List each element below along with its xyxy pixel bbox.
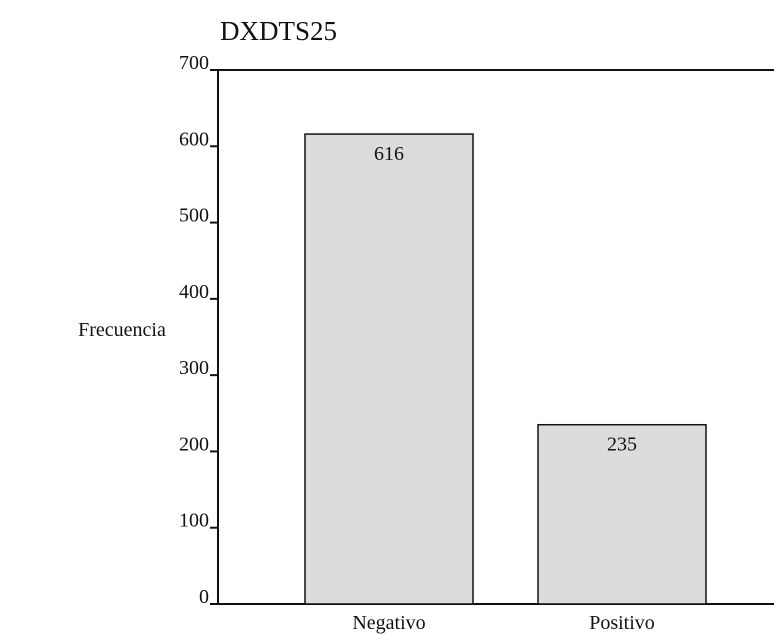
x-category-label: Negativo <box>352 612 425 634</box>
y-tick-label: 200 <box>179 433 209 455</box>
chart-title: DXDTS25 <box>220 16 337 46</box>
y-tick-label: 400 <box>179 281 209 303</box>
x-axis-category-labels: Negativo Positivo <box>352 612 654 634</box>
y-tick-label: 0 <box>199 586 209 608</box>
bar-value-label: 616 <box>374 143 404 165</box>
y-tick-label: 300 <box>179 357 209 379</box>
y-tick-label: 500 <box>179 205 209 227</box>
bars <box>304 133 707 605</box>
y-tick-label: 700 <box>179 52 209 74</box>
bar-value-label: 235 <box>607 434 637 456</box>
y-tick-label: 600 <box>179 128 209 150</box>
bar <box>537 423 707 605</box>
y-tick-label: 100 <box>179 510 209 532</box>
x-category-label: Positivo <box>589 612 655 634</box>
bar-value-labels: 616 235 <box>374 143 637 456</box>
y-axis-ticks: 0 100 200 300 400 500 600 700 <box>179 52 218 608</box>
bar <box>304 133 474 605</box>
y-axis-label: Frecuencia <box>78 319 166 341</box>
